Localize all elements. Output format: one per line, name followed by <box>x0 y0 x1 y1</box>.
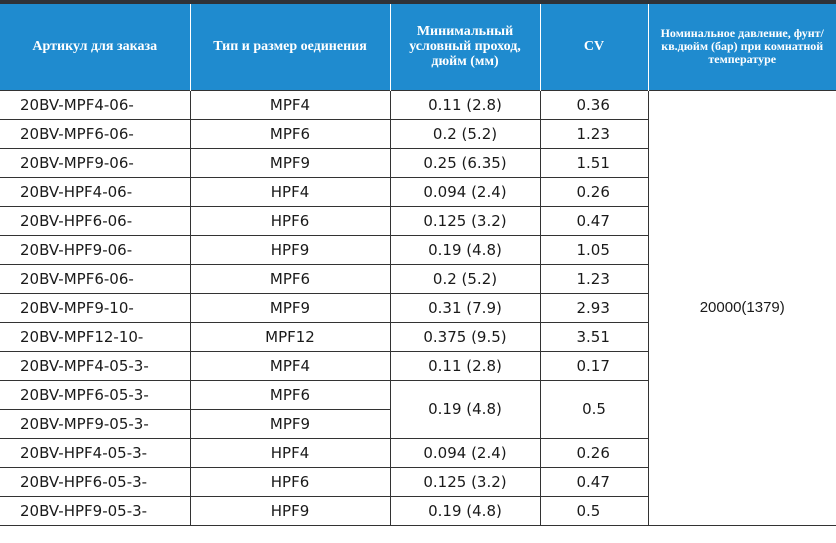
article-cell: 20BV-HPF6-05-3- <box>0 466 191 497</box>
article-cell: 20BV-HPF9-06- <box>0 234 191 265</box>
connection-cell: MPF9 <box>189 408 391 439</box>
article-cell: 20BV-MPF6-06- <box>0 263 191 294</box>
connection-cell: HPF4 <box>189 176 391 207</box>
bore-cell: 0.31 (7.9) <box>389 292 541 323</box>
cv-cell: 0.47 <box>539 466 649 497</box>
table-row: 20BV-MPF6-06- MPF6 0.2 (5.2) 1.23 <box>0 118 836 149</box>
connection-cell: MPF4 <box>189 350 391 381</box>
article-cell: 20BV-MPF9-06- <box>0 147 191 178</box>
header-article: Артикул для заказа <box>0 4 191 90</box>
header-bore: Минимальный условный проход, дюйм (мм) <box>389 4 541 90</box>
article-cell: 20BV-MPF4-05-3- <box>0 350 191 381</box>
table-row: 20BV-MPF4-05-3- MPF4 0.11 (2.8) 0.17 <box>0 350 836 381</box>
cv-cell: 1.51 <box>539 147 649 178</box>
bore-cell: 0.375 (9.5) <box>389 321 541 352</box>
article-cell: 20BV-MPF12-10- <box>0 321 191 352</box>
cv-cell: 0.26 <box>539 176 649 207</box>
table-row: 20BV-HPF9-05-3- HPF9 0.19 (4.8) 0.5 <box>0 495 836 526</box>
bore-cell: 0.19 (4.8) <box>389 379 541 439</box>
connection-cell: MPF9 <box>189 292 391 323</box>
specification-table: Артикул для заказа Тип и размер оединени… <box>0 4 836 526</box>
cv-cell: 1.23 <box>539 263 649 294</box>
cv-cell: 0.5 <box>539 379 649 439</box>
bore-cell: 0.094 (2.4) <box>389 176 541 207</box>
connection-cell: MPF6 <box>189 263 391 294</box>
connection-cell: MPF4 <box>189 89 391 120</box>
header-cv: CV <box>539 4 649 90</box>
table-row: 20BV-HPF6-06- HPF6 0.125 (3.2) 0.47 <box>0 205 836 236</box>
bore-cell: 0.125 (3.2) <box>389 466 541 497</box>
article-cell: 20BV-MPF4-06- <box>0 89 191 120</box>
top-border-bar <box>0 0 836 4</box>
bore-cell: 0.19 (4.8) <box>389 495 541 526</box>
table-header: Артикул для заказа Тип и размер оединени… <box>0 4 836 90</box>
article-cell: 20BV-MPF6-05-3- <box>0 379 191 410</box>
connection-cell: MPF6 <box>189 379 391 410</box>
article-cell: 20BV-MPF6-06- <box>0 118 191 149</box>
header-row: Артикул для заказа Тип и размер оединени… <box>0 4 836 90</box>
cv-cell: 2.93 <box>539 292 649 323</box>
article-cell: 20BV-HPF4-06- <box>0 176 191 207</box>
pressure-cell: 20000(1379) <box>647 89 836 526</box>
header-connection: Тип и размер оединения <box>189 4 391 90</box>
connection-cell: HPF6 <box>189 466 391 497</box>
article-cell: 20BV-HPF9-05-3- <box>0 495 191 526</box>
cv-cell: 0.47 <box>539 205 649 236</box>
table-row: 20BV-MPF9-10- MPF9 0.31 (7.9) 2.93 <box>0 292 836 323</box>
table-row: 20BV-MPF6-05-3- MPF6 0.19 (4.8) 0.5 <box>0 379 836 439</box>
cv-cell: 0.17 <box>539 350 649 381</box>
table-body: 20BV-MPF4-06- MPF4 0.11 (2.8) 0.36 20000… <box>0 89 836 526</box>
bore-cell: 0.094 (2.4) <box>389 437 541 468</box>
bore-cell: 0.19 (4.8) <box>389 234 541 265</box>
table-row: 20BV-MPF9-05-3- MPF9 <box>0 408 836 439</box>
cv-cell: 0.36 <box>539 89 649 120</box>
table-row: 20BV-MPF4-06- MPF4 0.11 (2.8) 0.36 20000… <box>0 89 836 526</box>
article-cell: 20BV-MPF9-05-3- <box>0 408 191 439</box>
bore-cell: 0.2 (5.2) <box>389 118 541 149</box>
connection-cell: MPF9 <box>189 147 391 178</box>
cv-cell: 1.05 <box>539 234 649 265</box>
cv-cell: 0.5 <box>539 495 649 526</box>
connection-cell: MPF6 <box>189 118 391 149</box>
table-row: 20BV-HPF9-06- HPF9 0.19 (4.8) 1.05 <box>0 234 836 265</box>
connection-cell: HPF4 <box>189 437 391 468</box>
table-row: 20BV-MPF12-10- MPF12 0.375 (9.5) 3.51 <box>0 321 836 352</box>
bore-cell: 0.2 (5.2) <box>389 263 541 294</box>
article-cell: 20BV-HPF6-06- <box>0 205 191 236</box>
article-cell: 20BV-MPF9-10- <box>0 292 191 323</box>
header-pressure: Номинальное давление, фунт/ кв.дюйм (бар… <box>647 4 836 90</box>
connection-cell: HPF9 <box>189 234 391 265</box>
connection-cell: MPF12 <box>189 321 391 352</box>
article-cell: 20BV-HPF4-05-3- <box>0 437 191 468</box>
table-row: 20BV-HPF6-05-3- HPF6 0.125 (3.2) 0.47 <box>0 466 836 497</box>
connection-cell: HPF9 <box>189 495 391 526</box>
bore-cell: 0.11 (2.8) <box>389 89 541 120</box>
bore-cell: 0.125 (3.2) <box>389 205 541 236</box>
cv-cell: 0.26 <box>539 437 649 468</box>
connection-cell: HPF6 <box>189 205 391 236</box>
bore-cell: 0.25 (6.35) <box>389 147 541 178</box>
table-row: 20BV-HPF4-05-3- HPF4 0.094 (2.4) 0.26 <box>0 437 836 468</box>
cv-cell: 1.23 <box>539 118 649 149</box>
bore-cell: 0.11 (2.8) <box>389 350 541 381</box>
cv-cell: 3.51 <box>539 321 649 352</box>
